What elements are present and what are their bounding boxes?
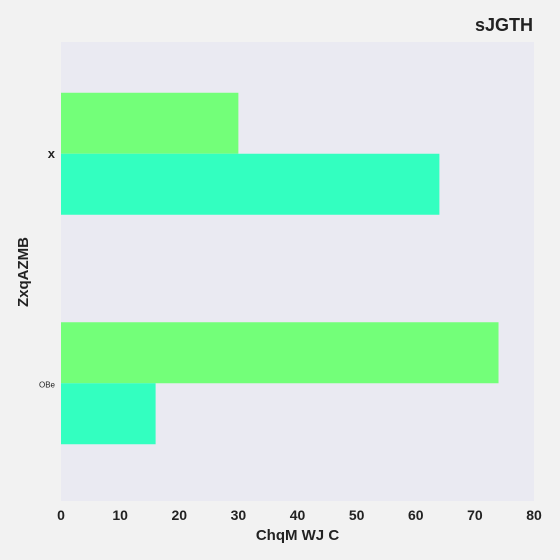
chart-title: sJGTH — [475, 15, 533, 35]
bars-layer — [61, 92, 499, 445]
x-tick-label: 50 — [349, 507, 365, 523]
x-tick-label: 30 — [231, 507, 247, 523]
y-axis-label: ZxqAZMB — [15, 237, 32, 307]
x-tick-label: 0 — [57, 507, 65, 523]
y-tick-label: x — [48, 146, 56, 161]
bar-x-series-2 — [61, 153, 440, 215]
x-tick-label: 80 — [526, 507, 542, 523]
x-axis-label: ChqM WJ C — [256, 527, 339, 544]
bar-obe-series-2 — [61, 383, 156, 445]
bar-x-series-1 — [61, 92, 239, 154]
x-tick-label: 60 — [408, 507, 424, 523]
x-tick-label: 20 — [171, 507, 187, 523]
bar-obe-series-1 — [61, 322, 499, 384]
y-tick-labels: x OBe — [39, 146, 56, 390]
y-tick-label: OBe — [39, 380, 56, 389]
x-tick-label: 40 — [290, 507, 306, 523]
x-tick-label: 10 — [112, 507, 128, 523]
x-tick-label: 70 — [467, 507, 483, 523]
x-tick-labels: 0 10 20 30 40 50 60 70 80 — [57, 507, 542, 523]
